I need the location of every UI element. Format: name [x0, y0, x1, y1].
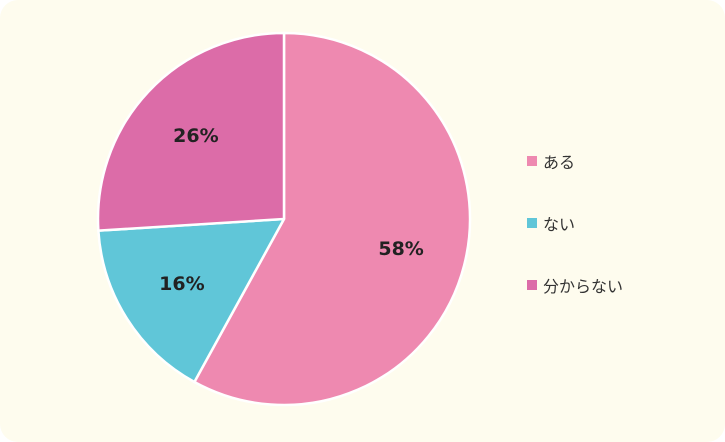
pie-slice-label-0: 58%	[378, 238, 423, 260]
legend-label-aru: ある	[543, 153, 576, 172]
chart-legend: ある ない 分からない	[527, 148, 717, 334]
legend-swatch-aru	[527, 156, 537, 166]
legend-item-aru: ある	[527, 148, 717, 174]
pie-labels: 58% 16% 26%	[159, 125, 424, 295]
legend-item-wakaranai: 分からない	[527, 272, 717, 298]
legend-label-nai: ない	[543, 215, 576, 234]
legend-swatch-wakaranai	[527, 280, 537, 290]
pie-slice-label-2: 26%	[173, 125, 218, 147]
legend-swatch-nai	[527, 218, 537, 228]
legend-item-nai: ない	[527, 210, 717, 236]
pie-slice-2	[96, 31, 286, 232]
pie-slice-0	[193, 31, 472, 407]
pie-slices	[96, 31, 472, 407]
pie-slice-label-1: 16%	[159, 273, 204, 295]
legend-label-wakaranai: 分からない	[543, 277, 624, 296]
pie-slice-1	[97, 217, 286, 384]
